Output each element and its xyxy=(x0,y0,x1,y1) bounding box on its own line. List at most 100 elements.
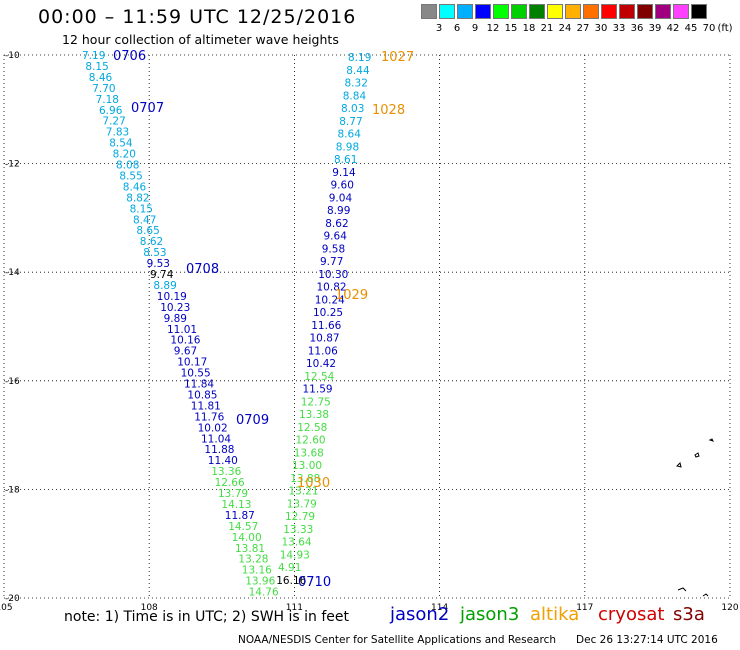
swh-value-right-track: 13.79 xyxy=(287,498,317,510)
swh-value-right-track: 9.04 xyxy=(329,192,353,204)
legend-label: 70 xyxy=(702,23,716,34)
swh-value-left-track: 11.04 xyxy=(201,433,231,445)
swh-value-left-track: 8.47 xyxy=(133,214,156,226)
island-shape xyxy=(677,587,687,592)
lon-tick-label: 111 xyxy=(286,603,303,613)
swh-value-left-track: 10.23 xyxy=(160,302,190,314)
swh-value-right-track: 9.60 xyxy=(331,180,354,192)
lon-tick-label: 117 xyxy=(576,603,593,613)
swh-value-right-track: 13.21 xyxy=(289,486,319,498)
island-shape xyxy=(694,452,700,458)
legend-swatch xyxy=(421,4,437,19)
swh-value-right-track: 11.59 xyxy=(303,384,333,396)
map-grid xyxy=(3,54,731,599)
lat-tick-label: -12 xyxy=(5,160,20,170)
legend-swatch xyxy=(619,4,635,19)
pass-label: 1027 xyxy=(381,50,414,65)
footer-note: note: 1) Time is in UTC; 2) SWH is in fe… xyxy=(64,609,350,625)
swh-value-left-track: 10.19 xyxy=(157,291,187,303)
swh-value-left-track: 8.08 xyxy=(116,160,139,172)
legend-label: 15 xyxy=(504,23,518,34)
swh-value-left-track: 13.36 xyxy=(211,466,241,478)
legend-swatch xyxy=(547,4,563,19)
legend-label: 9 xyxy=(471,23,479,34)
lat-tick-label: -18 xyxy=(5,485,20,495)
swh-value-right-track: 8.32 xyxy=(345,78,368,90)
swh-value-left-track: 14.00 xyxy=(232,532,262,544)
swh-value-left-track: 8.15 xyxy=(130,203,153,215)
legend-label: 6 xyxy=(453,23,461,34)
swh-value-left-track: 8.55 xyxy=(119,170,142,182)
lon-tick-label: 108 xyxy=(141,603,158,613)
swh-value-right-track: 8.77 xyxy=(339,116,362,128)
swh-value-left-track: 10.17 xyxy=(177,357,207,369)
swh-value-left-track: 11.01 xyxy=(167,324,197,336)
swh-value-left-track: 7.19 xyxy=(82,50,105,62)
wave-height-tracks: 7.198.158.467.707.186.967.277.838.548.20… xyxy=(82,50,371,599)
swh-value-left-track: 8.53 xyxy=(143,247,166,259)
swh-value-left-track: 11.40 xyxy=(208,455,238,467)
swh-value-right-track: 8.03 xyxy=(341,103,364,115)
island-shape xyxy=(702,593,709,597)
swh-value-right-track: 13.88 xyxy=(290,473,320,485)
swh-value-left-track: 7.27 xyxy=(102,116,125,128)
pass-label: 0709 xyxy=(236,413,269,428)
swh-value-left-track: 6.96 xyxy=(99,105,123,117)
legend-swatch xyxy=(475,4,491,19)
pass-label: 1029 xyxy=(335,288,368,303)
lat-tick-label: -20 xyxy=(5,594,20,604)
pass-label: 0706 xyxy=(113,49,146,64)
legend-label: 12 xyxy=(486,23,500,34)
swh-value-right-track: 8.19 xyxy=(348,52,371,64)
legend-swatch xyxy=(655,4,671,19)
lon-tick-label: 105 xyxy=(0,603,13,613)
lat-tick-label: -10 xyxy=(5,51,20,61)
swh-value-left-track: 10.55 xyxy=(181,368,211,380)
swh-value-right-track: 12.60 xyxy=(296,435,326,447)
swh-value-right-track: 10.24 xyxy=(315,294,345,306)
swh-value-right-track: 11.06 xyxy=(308,345,338,357)
island-shape xyxy=(676,462,682,468)
swh-value-left-track: 10.16 xyxy=(170,335,200,347)
swh-value-right-track: 8.99 xyxy=(327,205,350,217)
lat-tick-label: -14 xyxy=(5,268,20,278)
lon-tick-label: 114 xyxy=(431,603,448,613)
swh-value-right-track: 10.82 xyxy=(317,282,347,294)
legend-label: 42 xyxy=(666,23,680,34)
islands xyxy=(676,438,714,597)
legend-label: 36 xyxy=(630,23,644,34)
swh-value-right-track: 10.87 xyxy=(310,333,340,345)
legend-s3a: s3a xyxy=(673,604,705,625)
pass-label: 1028 xyxy=(372,103,405,118)
swh-value-left-track: 11.76 xyxy=(194,411,224,423)
map-title: 00:00 – 11:59 UTC 12/25/2016 xyxy=(38,6,357,28)
swh-value-left-track: 9.74 xyxy=(150,269,174,281)
legend-swatch xyxy=(601,4,617,19)
swh-value-left-track: 14.13 xyxy=(221,499,251,511)
swh-value-right-track: 8.98 xyxy=(336,141,359,153)
legend-jason2: jason2 xyxy=(390,604,450,625)
pass-label: 0707 xyxy=(131,101,164,116)
legend-swatch xyxy=(511,4,527,19)
swh-value-left-track: 8.46 xyxy=(89,72,113,84)
swh-value-left-track: 8.54 xyxy=(109,138,133,150)
swh-value-left-track: 10.85 xyxy=(187,389,217,401)
swh-value-right-track: 8.44 xyxy=(346,65,370,77)
swh-value-left-track: 9.53 xyxy=(147,258,170,270)
swh-value-left-track: 14.57 xyxy=(228,521,258,533)
swh-value-right-track: 9.58 xyxy=(322,243,345,255)
swh-value-left-track: 13.79 xyxy=(218,488,248,500)
swh-value-left-track: 7.70 xyxy=(92,83,115,95)
swh-value-left-track: 8.65 xyxy=(136,225,159,237)
swh-value-left-track: 8.62 xyxy=(140,236,163,248)
legend-swatch xyxy=(673,4,689,19)
legend-label: 18 xyxy=(522,23,536,34)
swh-value-left-track: 11.84 xyxy=(184,379,214,391)
swh-value-right-track: 14.93 xyxy=(280,549,310,561)
swh-value-left-track: 11.81 xyxy=(191,400,221,412)
swh-value-right-track: 8.64 xyxy=(338,129,362,141)
swh-value-right-track: 13.00 xyxy=(292,460,322,472)
swh-value-left-track: 12.66 xyxy=(215,477,245,489)
map-subtitle: 12 hour collection of altimeter wave hei… xyxy=(62,32,339,47)
pass-label: 0708 xyxy=(186,262,219,277)
